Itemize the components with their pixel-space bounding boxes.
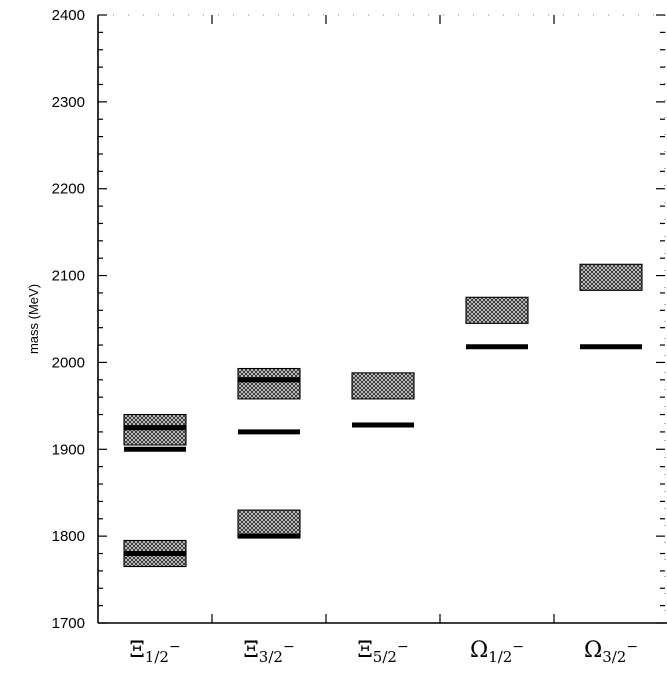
- y-axis-ticks: 1700 1800 1900 2000 2100 2200 2300 2400: [52, 7, 665, 632]
- mass-lines: [124, 344, 642, 557]
- mass-band: [237, 367, 301, 400]
- y-tick-label: 2000: [52, 354, 85, 371]
- x-category-label: Ξ5/2−: [357, 638, 408, 666]
- plot-frame: [97, 14, 667, 624]
- x-axis-ticks: Ξ1/2− Ξ3/2− Ξ5/2− Ω1/2− Ω3/2−: [129, 15, 638, 666]
- x-category-label: Ξ1/2−: [129, 638, 180, 666]
- y-axis-label: mass (MeV): [26, 284, 41, 354]
- y-tick-label: 1700: [52, 615, 85, 632]
- y-tick-label: 2100: [52, 268, 85, 285]
- y-tick-label: 2200: [52, 181, 85, 198]
- y-tick-label: 2400: [52, 7, 85, 24]
- y-tick-label: 1800: [52, 528, 85, 545]
- y-tick-label: 2300: [52, 94, 85, 111]
- mass-band: [579, 263, 643, 291]
- mass-band: [237, 509, 301, 539]
- mass-band: [465, 296, 529, 324]
- x-category-label: Ξ3/2−: [243, 638, 294, 666]
- x-category-label: Ω1/2−: [470, 638, 524, 666]
- mass-band: [351, 372, 415, 400]
- x-category-label: Ω3/2−: [584, 638, 638, 666]
- y-tick-label: 1900: [52, 441, 85, 458]
- mass-bands: [123, 263, 643, 568]
